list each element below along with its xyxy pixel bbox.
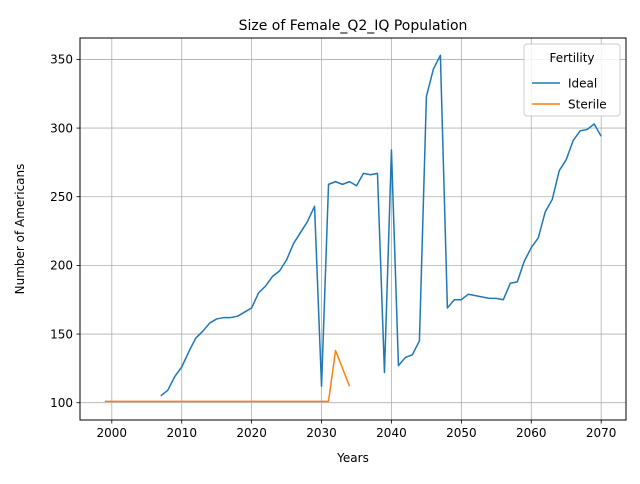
x-tick-label: 2070 bbox=[586, 426, 617, 440]
y-tick-label: 300 bbox=[50, 121, 73, 135]
series-line-ideal bbox=[160, 54, 602, 397]
y-axis-label: Number of Americans bbox=[13, 164, 27, 295]
series-lines bbox=[104, 54, 602, 403]
series-line-sterile bbox=[104, 349, 351, 403]
x-tick-label: 2000 bbox=[97, 426, 128, 440]
x-tick-label: 2020 bbox=[236, 426, 267, 440]
legend-label-sterile: Sterile bbox=[568, 97, 607, 111]
x-tick-label: 2040 bbox=[376, 426, 407, 440]
legend-title: Fertility bbox=[549, 51, 594, 65]
legend-label-ideal: Ideal bbox=[568, 76, 597, 90]
legend-box bbox=[523, 43, 621, 117]
x-axis-label: Years bbox=[336, 451, 369, 465]
x-tick-label: 2030 bbox=[306, 426, 337, 440]
y-tick-label: 250 bbox=[50, 190, 73, 204]
y-tick-label: 350 bbox=[50, 53, 73, 67]
axis-ticks: 2000 2010 2020 2030 2040 2050 2060 2070 100 150 20… bbox=[50, 53, 616, 440]
x-tick-label: 2050 bbox=[446, 426, 477, 440]
plot-area-frame bbox=[79, 37, 627, 421]
y-tick-label: 150 bbox=[50, 327, 73, 341]
x-tick-label: 2010 bbox=[166, 426, 197, 440]
legend-items: Ideal Sterile bbox=[532, 76, 607, 111]
legend: Fertility Ideal Sterile bbox=[523, 43, 621, 117]
y-tick-label: 100 bbox=[50, 396, 73, 410]
x-tick-label: 2060 bbox=[516, 426, 547, 440]
y-tick-label: 200 bbox=[50, 259, 73, 273]
chart-title: Size of Female_Q2_IQ Population bbox=[239, 18, 468, 34]
